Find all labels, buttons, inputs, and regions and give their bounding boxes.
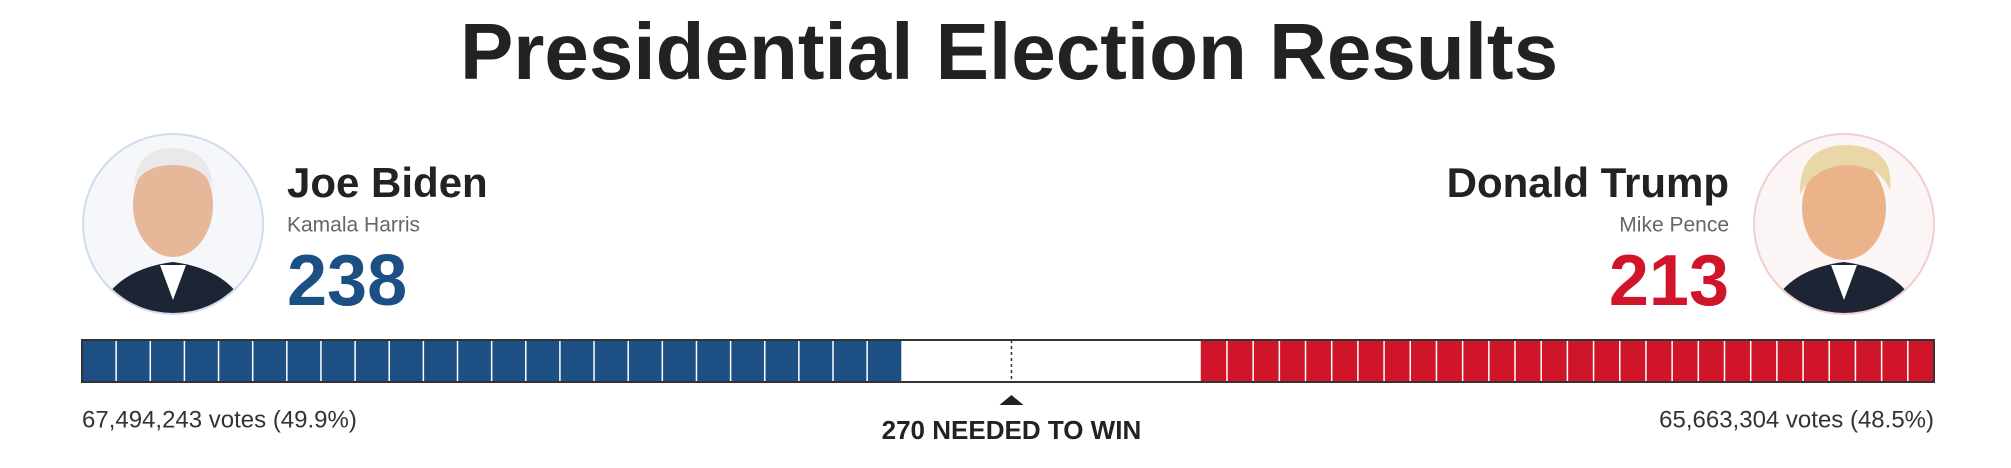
running-mate: Mike Pence bbox=[1619, 214, 1729, 237]
electoral-votes: 213 bbox=[1609, 241, 1729, 321]
electoral-bar bbox=[82, 340, 1934, 405]
running-mate: Kamala Harris bbox=[287, 214, 420, 237]
candidate-name: Joe Biden bbox=[287, 159, 488, 206]
popular-votes: 67,494,243 votes (49.9%) bbox=[82, 406, 357, 433]
threshold-label: 270 NEEDED TO WIN bbox=[882, 415, 1142, 445]
threshold-marker bbox=[999, 395, 1024, 405]
candidate-name: Donald Trump bbox=[1447, 159, 1729, 206]
avatar bbox=[82, 133, 264, 315]
popular-votes: 65,663,304 votes (48.5%) bbox=[1659, 406, 1934, 433]
electoral-votes: 238 bbox=[287, 241, 407, 321]
bar-outline bbox=[81, 339, 1935, 383]
title: Presidential Election Results bbox=[460, 7, 1558, 96]
avatar bbox=[1753, 133, 1935, 315]
